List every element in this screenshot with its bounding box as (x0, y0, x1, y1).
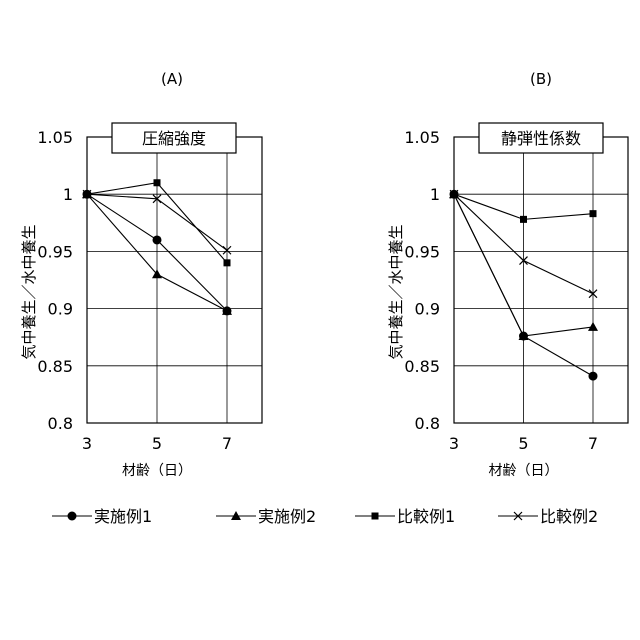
y-tick-label: 0.85 (404, 357, 440, 376)
y-tick-label: 1.05 (37, 128, 73, 147)
plot-frame (87, 137, 262, 423)
chart-title: 圧縮強度 (142, 129, 206, 148)
legend-label: 比較例1 (397, 507, 455, 526)
data-point-triangle (588, 322, 598, 331)
chart-title: 静弾性係数 (501, 129, 581, 148)
y-tick-label: 0.8 (48, 414, 73, 433)
y-tick-label: 1.05 (404, 128, 440, 147)
legend-label: 実施例1 (94, 507, 152, 526)
y-tick-label: 1 (430, 185, 440, 204)
data-point-square (590, 210, 597, 217)
data-point-circle (589, 372, 598, 381)
x-tick-label: 7 (588, 434, 598, 453)
y-tick-label: 0.9 (415, 300, 440, 319)
x-tick-label: 5 (152, 434, 162, 453)
y-axis-label: 気中養生／水中養生 (387, 224, 405, 359)
x-tick-label: 3 (82, 434, 92, 453)
y-tick-label: 0.85 (37, 357, 73, 376)
x-axis-label: 材齢（日） (489, 463, 559, 479)
legend-marker-circle (68, 512, 77, 521)
panel-label: (A) (161, 70, 183, 88)
plot-frame (454, 137, 628, 423)
chart-panel-a: (A) 0.8 0.85 0.9 0.95 1 1.05 3 5 7 材齢（日） 気中養生／水中養生 圧… (20, 70, 262, 479)
x-tick-label: 3 (449, 434, 459, 453)
x-tick-label: 7 (222, 434, 232, 453)
legend-label: 実施例2 (258, 507, 316, 526)
legend: 実施例1 実施例2 比較例1 比較例2 (52, 507, 598, 526)
chart-panel-b: (B) 0.8 0.85 0.9 0.95 1 1.05 3 5 7 材齢（日） 気中養生／水中養生 静… (387, 70, 628, 479)
data-point-square (520, 216, 527, 223)
y-axis-label: 気中養生／水中養生 (20, 224, 38, 359)
x-tick-label: 5 (518, 434, 528, 453)
legend-item: 比較例2 (498, 507, 598, 526)
legend-item: 実施例2 (216, 507, 316, 526)
data-point-square (224, 259, 231, 266)
data-point-square (154, 179, 161, 186)
y-tick-label: 0.95 (37, 242, 73, 261)
panel-label: (B) (530, 70, 552, 88)
y-tick-label: 0.95 (404, 242, 440, 261)
x-axis-label: 材齢（日） (122, 463, 192, 479)
y-tick-label: 1 (63, 185, 73, 204)
legend-marker-square (372, 513, 379, 520)
data-point-circle (153, 235, 162, 244)
legend-item: 比較例1 (355, 507, 455, 526)
legend-item: 実施例1 (52, 507, 152, 526)
y-tick-label: 0.9 (48, 300, 73, 319)
y-tick-label: 0.8 (415, 414, 440, 433)
legend-label: 比較例2 (540, 507, 598, 526)
